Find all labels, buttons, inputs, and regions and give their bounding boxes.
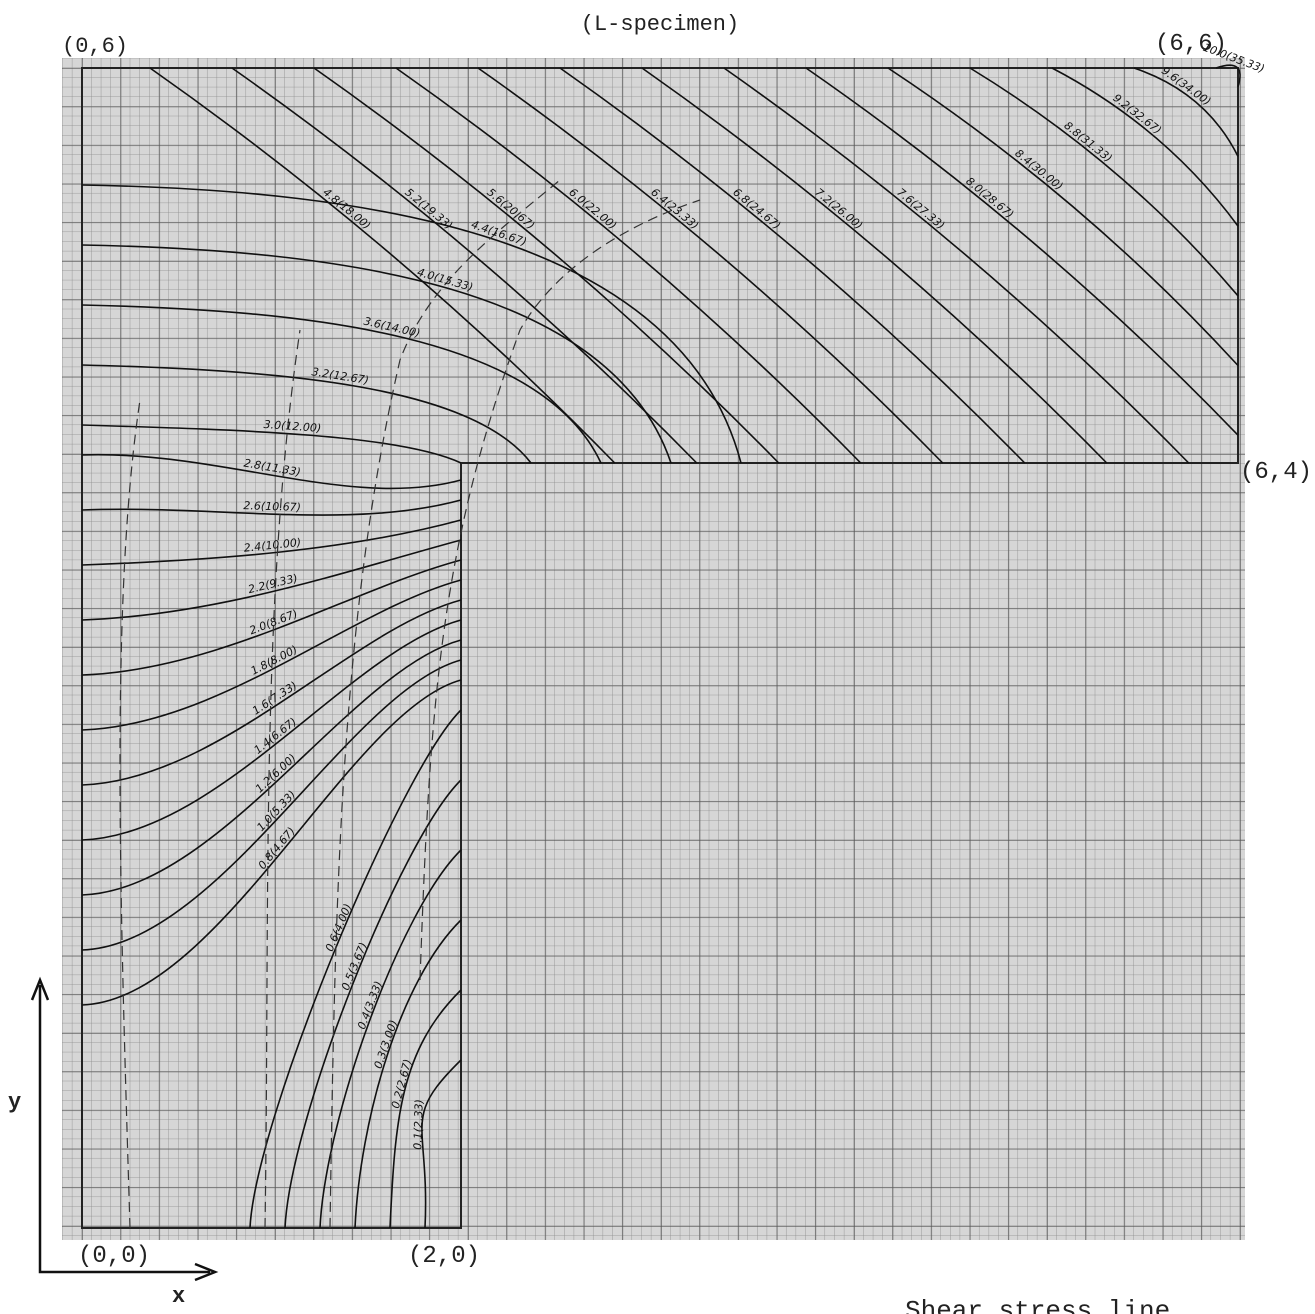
axis-label: y <box>8 1090 21 1115</box>
contour-line <box>559 67 1026 464</box>
contour-label: 3.0(12.00) <box>263 418 321 435</box>
contour-line <box>887 67 1239 367</box>
contour-line <box>284 779 462 1229</box>
corner-label: (2,0) <box>408 1243 480 1270</box>
contour-line <box>81 499 462 516</box>
contour-line <box>1215 64 1241 87</box>
contour-line <box>81 599 462 786</box>
contour-line <box>723 67 1190 464</box>
major-grid <box>62 58 1245 1240</box>
contour-line <box>354 919 462 1229</box>
contour-line <box>231 67 698 464</box>
axis-arrows <box>30 976 219 1282</box>
contour-line <box>81 519 462 566</box>
contour-line <box>1051 67 1239 227</box>
contour-line <box>81 659 462 951</box>
specimen-outline <box>81 67 1239 1229</box>
contour-line <box>81 539 462 621</box>
corner-label: (6,4) <box>1240 459 1312 486</box>
contour-line <box>477 67 944 464</box>
contour-line <box>81 244 672 464</box>
contour-label: 0.1(2.33) <box>411 1099 425 1150</box>
contour-line <box>395 67 862 464</box>
contour-line <box>81 184 742 464</box>
contour-line <box>81 619 462 841</box>
contour-line <box>149 67 616 464</box>
contour-line <box>1133 67 1239 157</box>
contour-line <box>81 453 462 490</box>
corner-label: (6,6) <box>1155 31 1227 58</box>
contour-label: 2.6(10.67) <box>243 499 301 514</box>
contour-line <box>313 67 780 464</box>
contour-line <box>421 1059 462 1229</box>
title: (L-specimen) <box>581 12 739 37</box>
contour-line <box>81 639 462 896</box>
contour-line <box>81 679 462 1006</box>
legend-label: Shear stress line <box>905 1296 1170 1314</box>
contour-line <box>319 849 462 1229</box>
contour-line <box>805 67 1239 436</box>
corner-label: (0,6) <box>62 34 128 59</box>
axis-label: x <box>172 1284 185 1309</box>
contour-line <box>81 364 532 464</box>
contour-line <box>81 424 462 464</box>
contour-label: 2.4(10.00) <box>243 536 302 555</box>
contour-line <box>81 579 462 731</box>
contour-line <box>641 67 1108 464</box>
shear-lines <box>119 179 701 1229</box>
contour-line <box>969 67 1239 297</box>
contour-line <box>389 989 462 1229</box>
contour-line <box>81 559 462 676</box>
corner-label: (0,0) <box>78 1243 150 1270</box>
